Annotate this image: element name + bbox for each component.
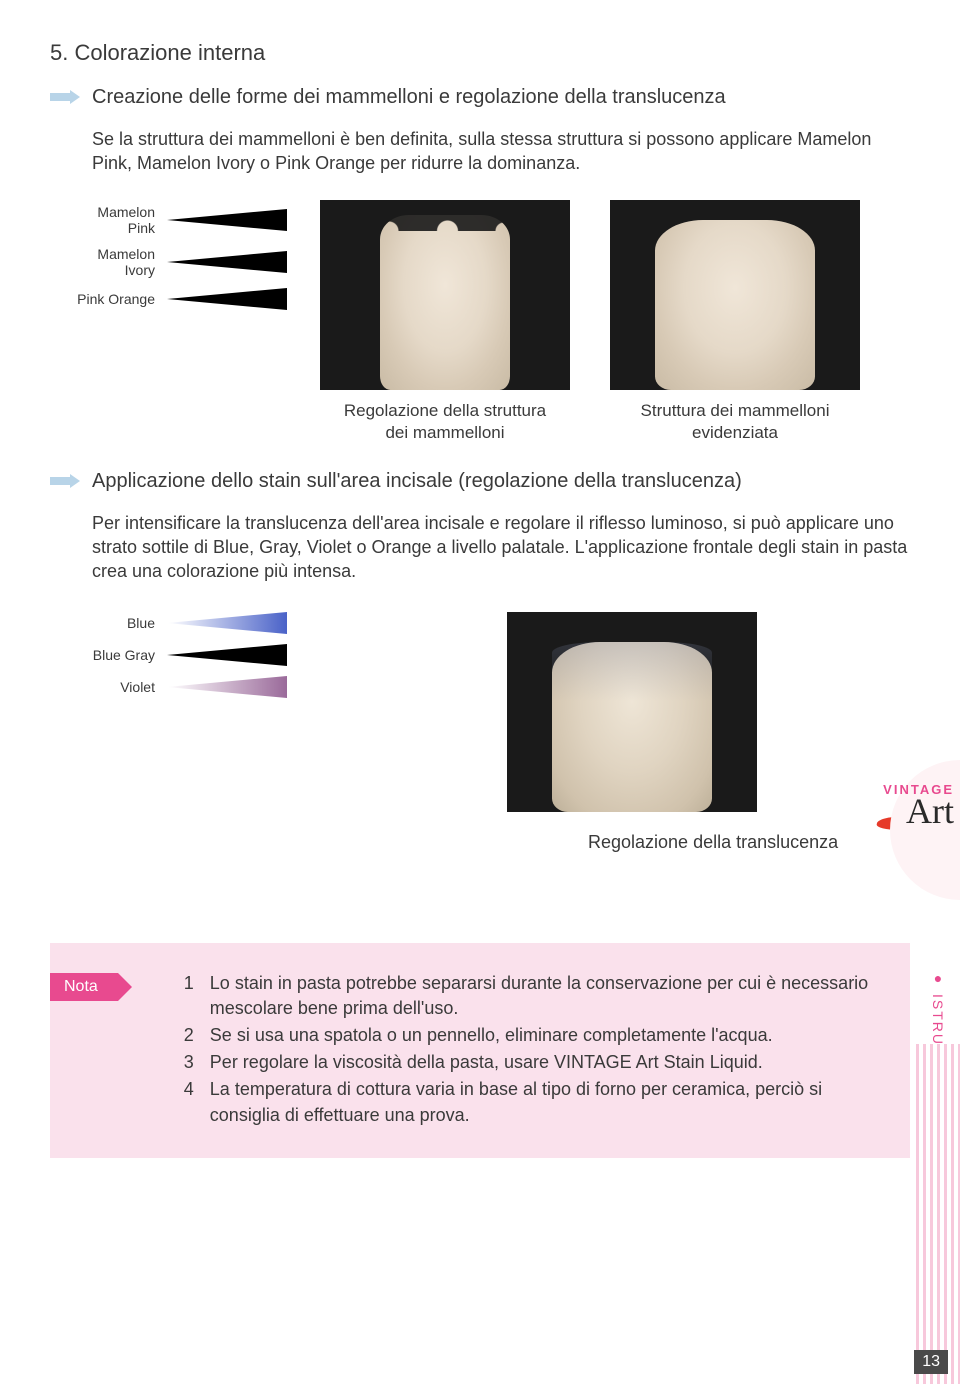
nota-tag: Nota xyxy=(50,973,118,1001)
art-text: Art xyxy=(883,797,954,826)
nota-item-text: Lo stain in pasta potrebbe separarsi dur… xyxy=(210,971,880,1021)
nota-item-text: Per regolare la viscosità della pasta, u… xyxy=(210,1050,763,1075)
nota-item-number: 3 xyxy=(178,1050,194,1075)
photo-2-caption: Struttura dei mammellonievidenziata xyxy=(641,400,830,444)
nota-item: 3 Per regolare la viscosità della pasta, … xyxy=(178,1050,880,1075)
section-title: 5. Colorazione interna xyxy=(50,40,910,66)
gradient-swatch xyxy=(167,676,287,698)
gradient-swatch xyxy=(167,209,287,231)
swatch-label: Mamelon Pink xyxy=(70,204,155,236)
swatch-label: Blue xyxy=(70,615,155,631)
swatch-label: Pink Orange xyxy=(70,291,155,307)
photo-2 xyxy=(610,200,860,390)
swatch-row: Blue xyxy=(70,612,287,634)
swatch-row: Violet xyxy=(70,676,287,698)
photo-3-caption: Regolazione della translucenza xyxy=(588,832,910,853)
sub2-body: Per intensificare la translucenza dell'a… xyxy=(92,511,910,584)
photo-3 xyxy=(507,612,757,812)
photo-1-block: Regolazione della strutturadei mammellon… xyxy=(320,200,570,444)
nota-item-text: Se si usa una spatola o un pennello, eli… xyxy=(210,1023,773,1048)
arrow-icon xyxy=(50,474,80,488)
swatch-label: Blue Gray xyxy=(70,647,155,663)
sub1-title: Creazione delle forme dei mammelloni e r… xyxy=(92,86,726,109)
nota-item: 4 La temperatura di cottura varia in base… xyxy=(178,1077,880,1127)
swatch-group-2: Blue Blue Gray Violet xyxy=(50,612,287,708)
photo-1-caption: Regolazione della strutturadei mammellon… xyxy=(344,400,546,444)
photo-2-block: Struttura dei mammellonievidenziata xyxy=(610,200,860,444)
swatch-label: Violet xyxy=(70,679,155,695)
nota-item-number: 2 xyxy=(178,1023,194,1048)
nota-list: 1 Lo stain in pasta potrebbe separarsi du… xyxy=(178,971,880,1130)
gradient-swatch xyxy=(167,612,287,634)
sub1-body: Se la struttura dei mammelloni è ben def… xyxy=(92,127,910,176)
decorative-stripes xyxy=(916,1044,960,1384)
gradient-swatch xyxy=(167,288,287,310)
nota-item: 1 Lo stain in pasta potrebbe separarsi du… xyxy=(178,971,880,1021)
nota-item-text: La temperatura di cottura varia in base … xyxy=(210,1077,880,1127)
gradient-swatch xyxy=(167,251,287,273)
swatch-row: Blue Gray xyxy=(70,644,287,666)
swatch-label: Mamelon Ivory xyxy=(70,246,155,278)
page-number: 13 xyxy=(914,1350,948,1374)
nota-block: Nota 1 Lo stain in pasta potrebbe separar… xyxy=(50,943,910,1158)
nota-item-number: 4 xyxy=(178,1077,194,1127)
nota-item-number: 1 xyxy=(178,971,194,1021)
vintage-logo: VINTAGE Art xyxy=(883,782,954,826)
gradient-swatch xyxy=(167,644,287,666)
arrow-icon xyxy=(50,90,80,104)
nota-item: 2 Se si usa una spatola o un pennello, el… xyxy=(178,1023,880,1048)
sub2-title: Applicazione dello stain sull'area incis… xyxy=(92,470,742,493)
photo-1 xyxy=(320,200,570,390)
